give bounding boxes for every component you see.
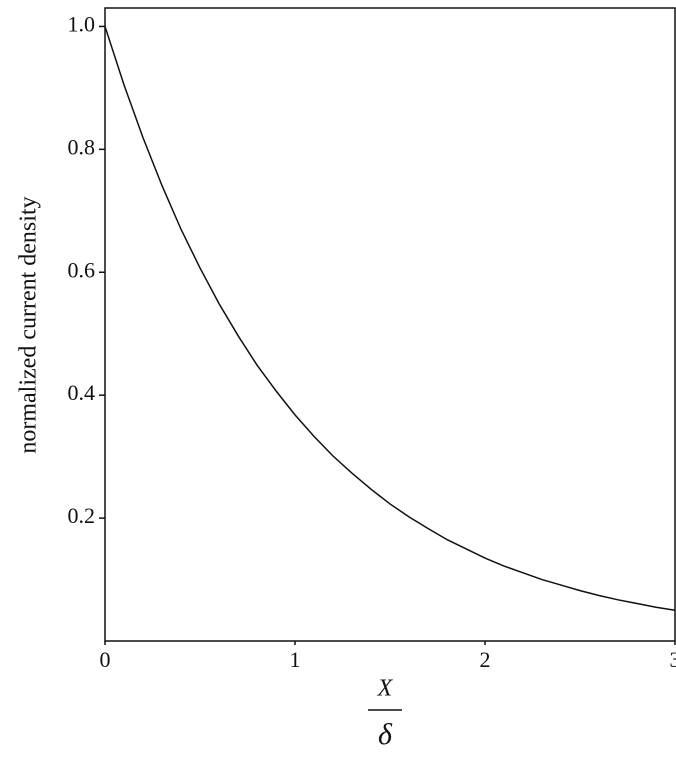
x-tick-label: 2 [480,647,491,672]
plot-frame [105,8,675,641]
y-tick-label: 1.0 [68,11,96,36]
x-axis-label-numerator: X [377,676,394,702]
chart: normalized current density X δ 0.2 0.4 0.6… [0,0,676,769]
y-tick-label: 0.8 [68,134,96,159]
x-tick-label: 0 [100,647,111,672]
curve [105,26,675,610]
x-tick-label: 3 [670,647,676,672]
y-tick-label: 0.2 [68,503,96,528]
y-tick-label: 0.4 [68,380,96,405]
y-tick-label: 0.6 [68,257,96,282]
x-tick-label: 1 [290,647,301,672]
y-axis-label: normalized current density [16,196,42,453]
x-axis-label-denominator: δ [378,718,393,751]
